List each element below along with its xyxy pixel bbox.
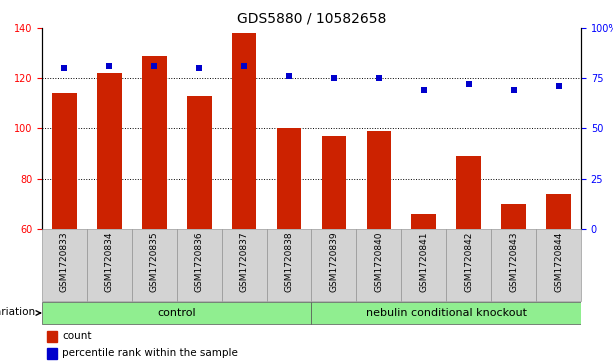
Point — [509, 87, 519, 93]
Text: GSM1720842: GSM1720842 — [464, 231, 473, 291]
Bar — [187, 96, 211, 229]
Text: GSM1720835: GSM1720835 — [150, 231, 159, 292]
Bar — [232, 33, 256, 229]
Bar — [311, 302, 581, 324]
Point — [284, 73, 294, 79]
Bar — [367, 131, 391, 229]
Text: GSM1720841: GSM1720841 — [419, 231, 428, 291]
Text: GSM1720844: GSM1720844 — [554, 231, 563, 291]
Point — [464, 81, 474, 87]
Bar — [42, 229, 87, 301]
Bar — [132, 229, 177, 301]
Bar — [322, 136, 346, 229]
Text: GSM1720833: GSM1720833 — [60, 231, 69, 292]
Bar — [87, 229, 132, 301]
Bar — [402, 229, 446, 301]
Bar — [446, 229, 491, 301]
Text: nebulin conditional knockout: nebulin conditional knockout — [366, 308, 527, 318]
Text: GSM1720836: GSM1720836 — [195, 231, 204, 292]
Bar — [47, 331, 57, 342]
Bar — [411, 214, 436, 229]
Bar — [536, 229, 581, 301]
Text: GSM1720839: GSM1720839 — [329, 231, 338, 292]
Title: GDS5880 / 10582658: GDS5880 / 10582658 — [237, 12, 386, 25]
Point — [329, 76, 339, 81]
Bar — [267, 229, 311, 301]
Bar — [47, 348, 57, 359]
Bar — [491, 229, 536, 301]
Point — [374, 76, 384, 81]
Text: count: count — [63, 331, 92, 341]
Bar — [276, 129, 302, 229]
Point — [554, 83, 563, 89]
Bar — [142, 56, 167, 229]
Bar — [456, 156, 481, 229]
Bar — [546, 194, 571, 229]
Text: percentile rank within the sample: percentile rank within the sample — [63, 348, 238, 359]
Point — [59, 65, 69, 71]
Bar — [52, 93, 77, 229]
Text: GSM1720843: GSM1720843 — [509, 231, 518, 291]
Point — [150, 63, 159, 69]
Text: control: control — [158, 308, 196, 318]
Text: GSM1720834: GSM1720834 — [105, 231, 114, 291]
Bar — [177, 229, 222, 301]
Point — [239, 63, 249, 69]
Bar — [501, 204, 526, 229]
Text: GSM1720837: GSM1720837 — [240, 231, 249, 292]
Text: genotype/variation: genotype/variation — [0, 307, 36, 317]
Bar — [311, 229, 356, 301]
Bar — [42, 302, 311, 324]
Point — [104, 63, 114, 69]
Point — [419, 87, 428, 93]
Bar — [97, 73, 122, 229]
Point — [194, 65, 204, 71]
Bar — [222, 229, 267, 301]
Bar — [356, 229, 402, 301]
Text: GSM1720838: GSM1720838 — [284, 231, 294, 292]
Text: GSM1720840: GSM1720840 — [375, 231, 383, 291]
